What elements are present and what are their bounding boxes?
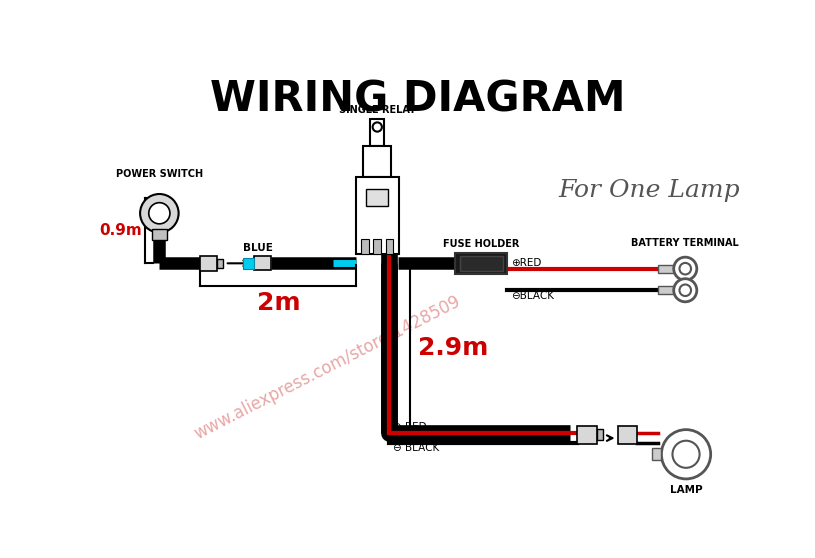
Circle shape — [680, 263, 691, 275]
Text: BLUE: BLUE — [243, 243, 273, 253]
Bar — [652, 448, 662, 460]
Text: POWER SWITCH: POWER SWITCH — [116, 169, 203, 179]
Bar — [618, 426, 637, 444]
Bar — [243, 258, 254, 269]
Text: For One Lamp: For One Lamp — [558, 179, 740, 201]
Text: SINGLE RELAY: SINGLE RELAY — [339, 105, 416, 116]
Text: 2.9m: 2.9m — [418, 336, 488, 360]
Circle shape — [680, 285, 691, 296]
Text: www.aliexpress.com/store/1428509: www.aliexpress.com/store/1428509 — [191, 292, 464, 442]
Circle shape — [674, 278, 697, 302]
Bar — [460, 256, 503, 271]
Bar — [363, 146, 391, 177]
Bar — [361, 239, 369, 254]
Text: BATTERY TERMINAL: BATTERY TERMINAL — [632, 238, 739, 248]
Text: ⊕ RED: ⊕ RED — [393, 422, 426, 432]
Text: LAMP: LAMP — [670, 485, 703, 495]
Text: ⊖ BLACK: ⊖ BLACK — [393, 444, 439, 454]
Bar — [578, 426, 597, 444]
Circle shape — [140, 194, 178, 233]
Bar — [370, 119, 384, 146]
Text: 2m: 2m — [257, 291, 300, 315]
Bar — [356, 177, 399, 254]
Bar — [597, 429, 603, 440]
Circle shape — [674, 257, 697, 280]
Text: WIRING DIAGRAM: WIRING DIAGRAM — [209, 78, 625, 121]
Bar — [200, 256, 217, 271]
Text: 0.9m: 0.9m — [99, 223, 143, 238]
Bar — [385, 239, 394, 254]
Bar — [373, 239, 381, 254]
Bar — [367, 189, 388, 205]
Text: FUSE HOLDER: FUSE HOLDER — [443, 239, 519, 249]
Circle shape — [372, 122, 382, 132]
Bar — [455, 253, 508, 274]
Bar — [659, 286, 674, 294]
Circle shape — [672, 441, 699, 468]
Circle shape — [149, 203, 170, 224]
Text: ⊖BLACK: ⊖BLACK — [511, 291, 554, 301]
Bar — [254, 256, 271, 270]
Bar — [217, 259, 223, 268]
Text: ⊕RED: ⊕RED — [511, 258, 542, 268]
Circle shape — [662, 430, 711, 479]
Bar — [659, 265, 674, 272]
Bar — [152, 229, 167, 240]
